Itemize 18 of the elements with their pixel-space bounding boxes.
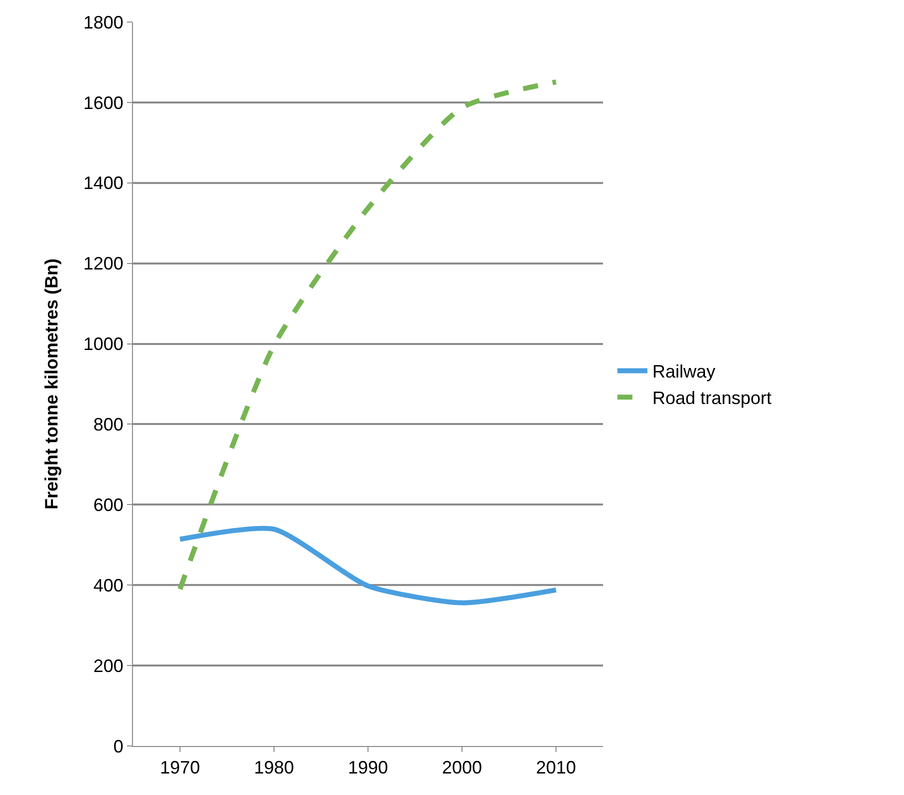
y-tick-label: 0 [113,736,124,756]
x-tick-label: 2010 [536,758,576,778]
y-tick-label: 1000 [83,334,124,354]
x-tick-label: 1990 [348,758,388,778]
x-tick-label: 2000 [442,758,482,778]
y-tick-label: 400 [93,575,124,596]
y-tick-label: 1400 [83,173,124,194]
legend-label: Road transport [652,388,772,408]
y-tick-label: 1600 [83,92,124,113]
y-tick-label: 1200 [83,254,124,274]
x-tick-label: 1980 [254,758,294,778]
y-axis-title: Freight tonne kilometres (Bn) [42,258,62,510]
legend-label: Railway [652,362,716,382]
y-tick-label: 600 [93,494,124,515]
y-tick-label: 200 [93,656,124,676]
y-tick-label: 1800 [83,12,124,32]
y-tick-label: 800 [93,414,124,435]
x-tick-label: 1970 [160,758,200,778]
